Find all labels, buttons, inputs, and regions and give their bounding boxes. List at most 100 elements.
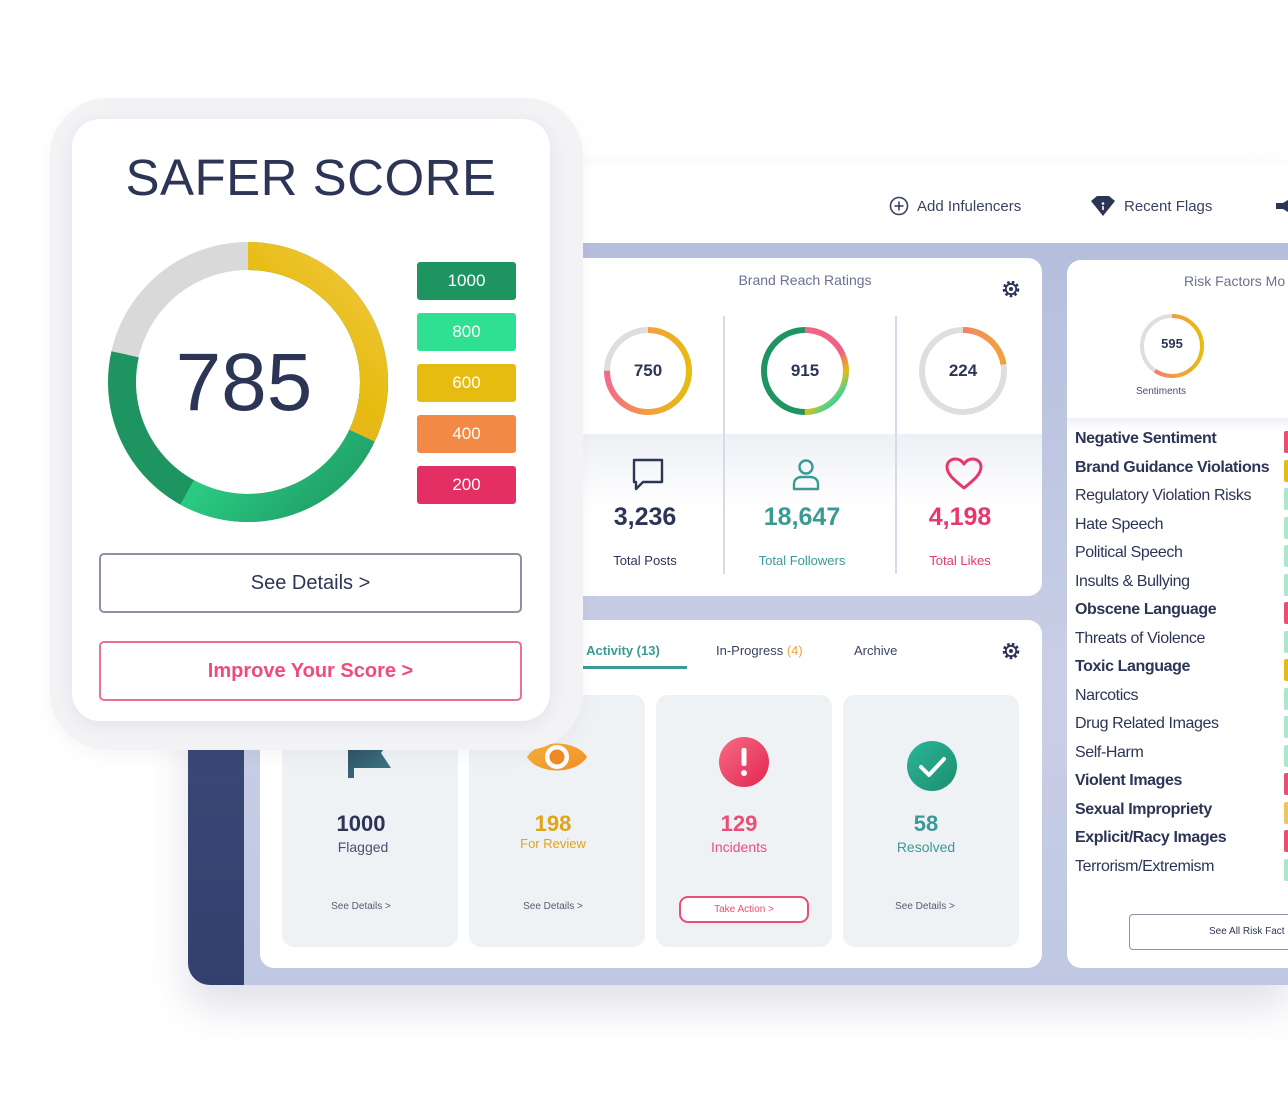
take-action-label: Take Action > [714,904,774,915]
active-tab-underline [549,666,687,669]
risk-factor-item[interactable]: Toxic Language [1075,658,1191,675]
safer-score-title: SAFER SCORE [125,149,497,206]
resolved-label: Resolved [896,839,956,855]
risk-factor-level-bar [1284,687,1288,710]
ring-posts [604,327,692,415]
megaphone-icon[interactable] [1273,194,1288,220]
activity-settings-gear-icon[interactable] [1000,640,1022,662]
tab-archive[interactable]: Archive [854,643,897,658]
see-all-risk-factors-button[interactable]: See All Risk Fact [1129,914,1288,950]
checkmark-icon [907,741,957,791]
risk-factor-level-bar [1284,602,1288,624]
risk-factor-level-bar [1284,516,1288,539]
brand-divider [895,316,897,574]
total-posts-label: Total Posts [613,553,677,568]
sentiment-value: 595 [1161,336,1183,351]
safer-score-value: 785 [175,337,313,428]
risk-factor-item[interactable]: Obscene Language [1075,601,1217,618]
resolved-see-details-link[interactable]: See Details > [895,901,955,912]
for-review-count: 198 [534,811,572,836]
risk-factor-item[interactable]: Threats of Violence [1075,629,1205,647]
tab-in-progress-count: (4) [786,643,803,658]
resolved-count: 58 [913,811,939,836]
tab-in-progress-label: In-Progress [716,643,784,658]
risk-factor-level-bar [1284,459,1288,482]
risk-factor-item[interactable]: Violent Images [1075,772,1183,789]
risk-factor-level-bar [1284,801,1288,824]
risk-factor-item[interactable]: Self-Harm [1075,743,1144,761]
total-posts-value: 3,236 [613,503,677,531]
legend-200: 200 [417,466,516,504]
alert-icon [719,737,769,787]
ring-followers-value: 915 [790,361,820,380]
flagged-count: 1000 [336,811,386,836]
recent-flags-label: Recent Flags [1124,197,1213,215]
risk-factor-level-bar [1284,573,1288,596]
legend-400-label: 400 [452,424,481,443]
risk-factor-item[interactable]: Political Speech [1075,544,1183,561]
take-action-button[interactable]: Take Action > [679,896,809,923]
sentiment-label: Sentiments [1135,386,1187,397]
risk-factor-item[interactable]: Hate Speech [1075,515,1164,533]
chat-bubble-icon [632,458,664,491]
add-influencers-label: Add Infulencers [917,197,1022,215]
risk-factor-item[interactable]: Drug Related Images [1075,715,1219,732]
brand-settings-gear-icon[interactable] [1000,278,1022,300]
see-details-button[interactable]: See Details > [99,553,522,613]
risk-factor-item[interactable]: Insults & Bullying [1075,572,1190,590]
ring-likes-value: 224 [948,361,978,380]
flagged-label: Flagged [337,839,389,855]
add-circle-icon [889,196,909,216]
risk-factor-item[interactable]: Explicit/Racy Images [1075,829,1227,846]
for-review-label: For Review [520,836,586,851]
tab-in-progress[interactable]: In-Progress (4) [716,643,803,658]
legend-600-label: 600 [452,373,481,392]
tile-resolved[interactable] [843,695,1019,947]
risk-factor-level-bar [1284,716,1288,738]
improve-score-label: Improve Your Score > [207,659,414,682]
risk-factor-level-bar [1284,659,1288,681]
legend-1000-label: 1000 [447,271,486,290]
legend-600: 600 [417,364,516,402]
risk-factors-title: Risk Factors Mo [1184,273,1286,289]
score-gauge [108,242,388,522]
user-icon [792,459,820,491]
incidents-label: Incidents [710,839,768,855]
risk-factor-level-bar [1284,858,1288,881]
ring-likes [919,327,1007,415]
brand-divider [723,316,725,574]
risk-factor-item[interactable]: Brand Guidance Violations [1075,458,1270,476]
risk-factor-level-bar [1284,744,1288,767]
risk-factor-item[interactable]: Negative Sentiment [1075,430,1217,447]
total-likes-value: 4,198 [928,503,992,531]
risk-factor-item[interactable]: Narcotics [1075,686,1139,704]
improve-score-button[interactable]: Improve Your Score > [99,641,522,701]
risk-factor-item[interactable]: Terrorism/Extremism [1075,857,1215,875]
risk-factor-level-bar [1284,545,1288,567]
see-all-risk-factors-label: See All Risk Fact [1209,926,1285,937]
risk-factor-level-bar [1284,488,1288,510]
add-influencers-button[interactable]: Add Infulencers [889,196,1021,216]
legend-800-label: 800 [452,322,481,341]
legend-800: 800 [417,313,516,351]
shield-flag-icon [1091,196,1115,216]
risk-factor-level-bar [1284,773,1288,795]
legend-400: 400 [417,415,516,453]
legend-200-label: 200 [452,475,481,494]
risk-factor-item[interactable]: Sexual Impropriety [1075,800,1212,818]
legend-1000: 1000 [417,262,516,300]
flagged-see-details-link[interactable]: See Details > [331,901,391,912]
risk-factors-card [1067,260,1288,968]
risk-factor-item[interactable]: Regulatory Violation Risks [1075,487,1252,504]
total-likes-label: Total Likes [929,553,991,568]
ring-followers [761,327,849,415]
see-details-label: See Details > [250,571,371,594]
tab-archive-label: Archive [854,643,898,658]
sentiment-ring [1140,314,1204,378]
for-review-see-details-link[interactable]: See Details > [523,901,583,912]
incidents-count: 129 [720,811,758,836]
risk-factor-level-bar [1284,630,1288,653]
recent-flags-button[interactable]: Recent Flags [1090,195,1212,217]
eye-icon [527,743,587,771]
risk-factor-level-bar [1284,431,1288,453]
